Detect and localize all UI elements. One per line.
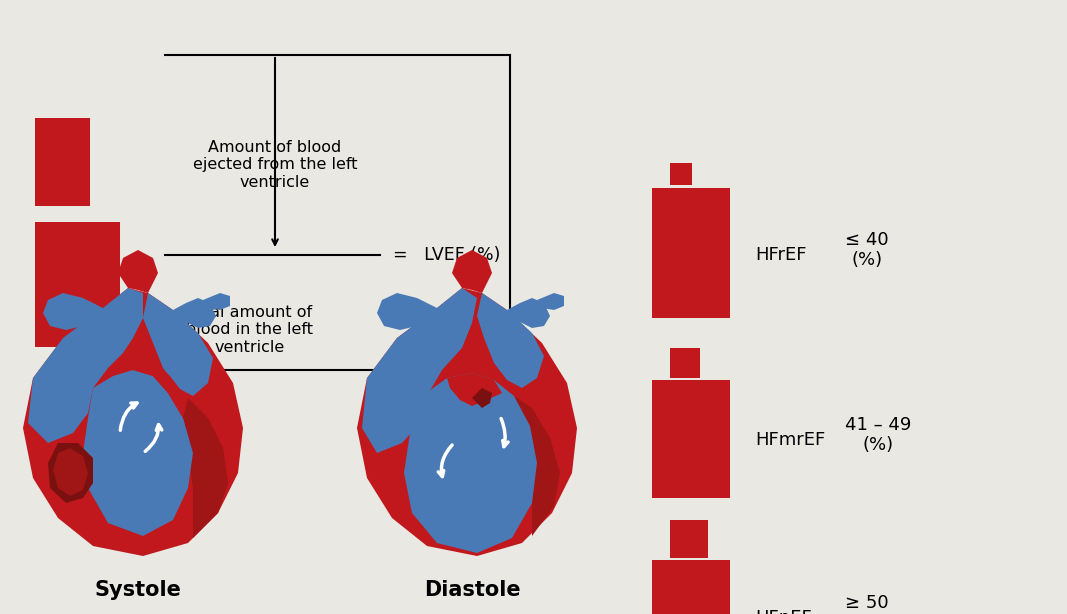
Polygon shape: [377, 293, 437, 330]
Polygon shape: [477, 293, 544, 388]
Text: ≥ 50
(%): ≥ 50 (%): [845, 594, 889, 614]
Polygon shape: [472, 388, 492, 408]
Text: HFpEF: HFpEF: [755, 609, 812, 614]
Polygon shape: [143, 293, 213, 396]
Polygon shape: [514, 396, 560, 536]
Text: Amount of blood
ejected from the left
ventricle: Amount of blood ejected from the left ve…: [193, 140, 357, 190]
Polygon shape: [28, 288, 143, 443]
Polygon shape: [537, 293, 564, 310]
Polygon shape: [362, 288, 477, 453]
Polygon shape: [447, 373, 501, 406]
Text: Total amount of
blood in the left
ventricle: Total amount of blood in the left ventri…: [187, 305, 314, 355]
Bar: [670, 348, 700, 378]
Polygon shape: [452, 250, 492, 293]
Text: HFrEF: HFrEF: [755, 246, 807, 264]
Polygon shape: [48, 443, 93, 503]
Text: ≤ 40
(%): ≤ 40 (%): [845, 231, 889, 270]
Bar: [35, 118, 90, 206]
Polygon shape: [357, 288, 577, 556]
Polygon shape: [43, 293, 103, 330]
Polygon shape: [173, 298, 216, 328]
Bar: [652, 380, 730, 498]
Bar: [652, 188, 730, 318]
Polygon shape: [118, 250, 158, 293]
Polygon shape: [203, 293, 230, 310]
Polygon shape: [507, 298, 550, 328]
Polygon shape: [404, 373, 537, 553]
Text: 41 – 49
(%): 41 – 49 (%): [845, 416, 911, 454]
Text: Systole: Systole: [95, 580, 181, 600]
Bar: [670, 163, 692, 185]
Bar: [670, 520, 708, 558]
Text: Diastole: Diastole: [424, 580, 521, 600]
Polygon shape: [53, 448, 87, 496]
Bar: [35, 222, 120, 347]
Bar: [652, 560, 730, 614]
Polygon shape: [23, 288, 243, 556]
Text: HFmrEF: HFmrEF: [755, 431, 825, 449]
Text: =   LVEF (%): = LVEF (%): [393, 246, 500, 264]
Polygon shape: [83, 370, 193, 536]
Polygon shape: [133, 358, 184, 418]
Polygon shape: [184, 398, 228, 538]
